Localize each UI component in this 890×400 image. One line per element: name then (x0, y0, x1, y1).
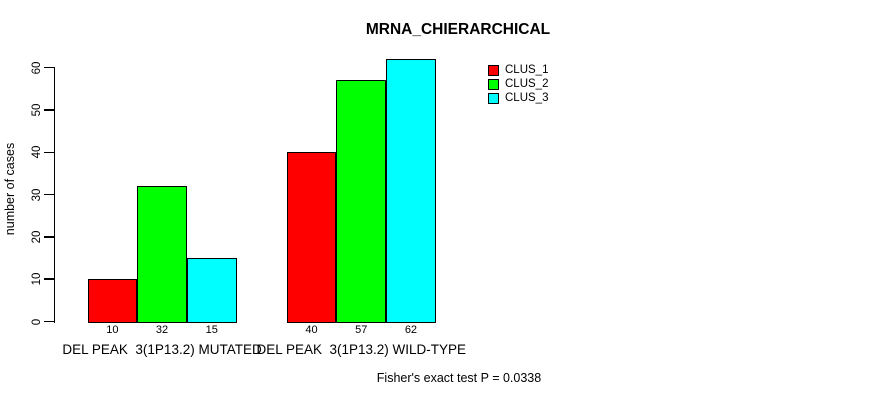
bar-value-label: 40 (305, 324, 318, 336)
y-axis-tick (44, 151, 55, 154)
bar-clus_2-group1 (137, 186, 187, 323)
y-axis-tick (44, 66, 55, 69)
x-axis-group-label: DEL PEAK 3(1P13.2) WILD-TYPE (256, 341, 467, 357)
y-axis-tick-label: 50 (30, 103, 43, 117)
y-axis-tick (44, 109, 55, 111)
y-axis-tick (44, 193, 55, 196)
legend-swatch-icon (488, 92, 499, 104)
legend-label: CLUS_1 (505, 64, 549, 76)
bar-value-label: 32 (155, 324, 169, 336)
y-axis-tick (44, 320, 55, 323)
legend-item-clus_2: CLUS_2 (488, 77, 548, 91)
y-axis-tick-label: 40 (30, 145, 43, 159)
y-axis-tick-label: 30 (30, 188, 43, 201)
legend-item-clus_1: CLUS_1 (488, 63, 548, 77)
bar-value-label: 10 (106, 324, 119, 336)
legend: CLUS_1 CLUS_2 CLUS_3 (488, 63, 548, 105)
bar-clus_3-group2 (386, 59, 436, 323)
y-axis-tick-label: 60 (30, 61, 43, 75)
bar-clus_2-group2 (336, 80, 387, 323)
x-axis-group-label: DEL PEAK 3(1P13.2) MUTATED (62, 341, 262, 357)
annotation-text: Fisher's exact test P = 0.0338 (376, 371, 542, 385)
legend-item-clus_3: CLUS_3 (488, 91, 548, 105)
y-axis-label: number of cases (3, 142, 17, 236)
legend-label: CLUS_3 (505, 92, 549, 104)
y-axis-tick-label: 0 (30, 318, 43, 325)
bar-value-label: 62 (404, 324, 418, 336)
bar-value-label: 15 (205, 324, 218, 336)
legend-label: CLUS_2 (505, 78, 549, 90)
chart-title: MRNA_CHIERARCHICAL (365, 21, 551, 38)
y-axis-tick (44, 278, 55, 280)
legend-swatch-icon (488, 78, 499, 90)
bar-clus_1-group1 (87, 279, 138, 323)
bar-clus_3-group1 (186, 258, 237, 323)
y-axis-tick-label: 10 (30, 272, 43, 286)
bar-value-label: 57 (355, 324, 368, 336)
legend-swatch-icon (488, 64, 499, 76)
y-axis-tick-label: 20 (30, 230, 43, 244)
bar-clus_1-group2 (286, 152, 337, 323)
y-axis-tick (44, 236, 55, 238)
